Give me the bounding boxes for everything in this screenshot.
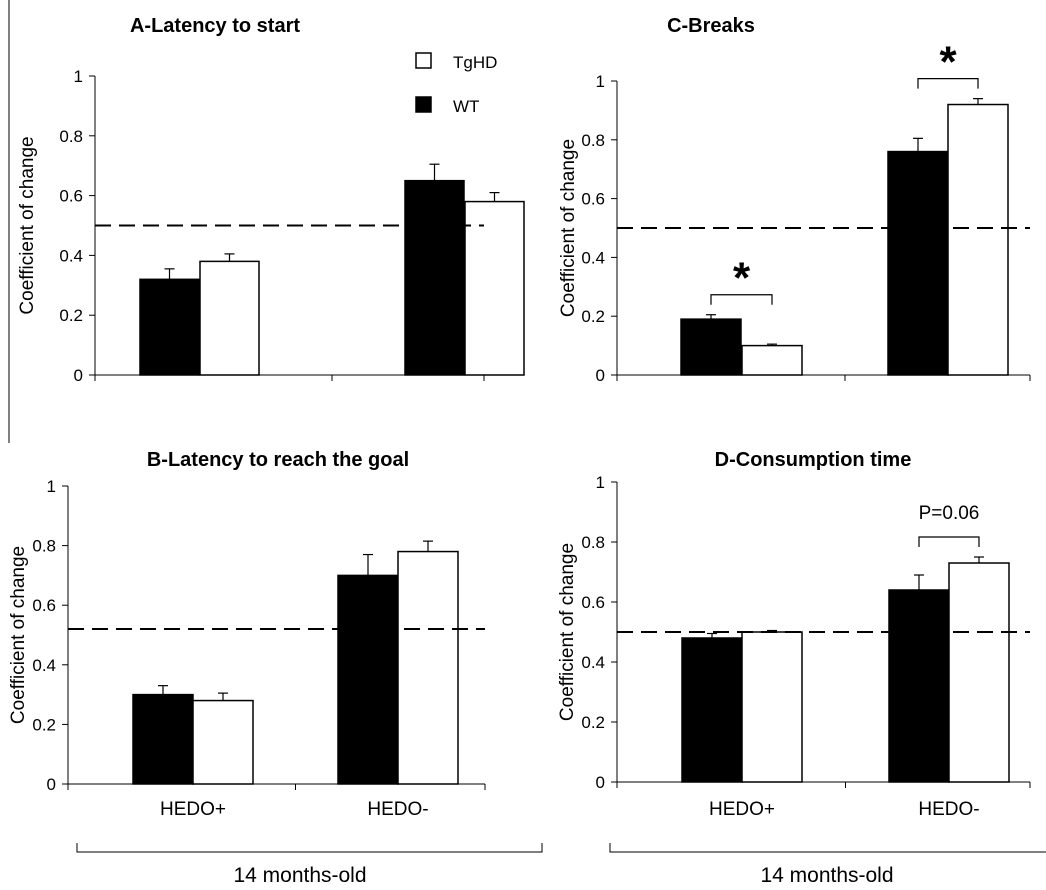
y-tick-label: 0 <box>47 775 56 794</box>
significance-bracket <box>917 78 979 89</box>
y-tick-label: 0.8 <box>581 533 605 552</box>
y-tick-label: 0 <box>596 773 605 792</box>
y-tick-label: 0.6 <box>32 596 56 615</box>
group-brace-left: 14 months-old <box>76 843 543 887</box>
y-tick-label: 0.2 <box>581 307 605 326</box>
y-tick-label: 0.6 <box>581 593 605 612</box>
y-tick-label: 0 <box>596 366 605 385</box>
significance-label: P=0.06 <box>919 503 980 524</box>
panel-title: B-Latency to reach the goal <box>147 449 409 471</box>
y-tick-label: 0.2 <box>59 306 83 325</box>
y-tick-label: 1 <box>47 477 56 496</box>
y-tick-label: 0.4 <box>581 653 605 672</box>
bar-tghd <box>464 200 525 376</box>
y-axis-label: Coefficient of change <box>8 546 29 724</box>
significance-star: * <box>939 38 957 87</box>
y-tick-label: 1 <box>596 72 605 91</box>
y-tick-label: 0 <box>74 366 83 385</box>
legend: TgHD WT <box>415 52 497 116</box>
legend-swatch-wt <box>415 96 432 113</box>
y-tick-label: 0.4 <box>581 248 605 267</box>
y-tick-label: 1 <box>74 67 83 86</box>
y-tick-label: 0.4 <box>59 246 83 265</box>
x-category-label: HEDO- <box>918 799 979 820</box>
bar-wt <box>337 574 399 785</box>
bar-wt <box>888 589 950 783</box>
y-tick-label: 0.4 <box>32 656 56 675</box>
panel-c: C-Breaks Coefficient of change 0 0.2 0.4 0.6 0… <box>558 15 1031 385</box>
bar-wt <box>139 278 200 376</box>
x-category-label: HEDO- <box>367 799 428 820</box>
legend-label-wt: WT <box>453 97 479 116</box>
y-tick-label: 0.8 <box>59 127 83 146</box>
bar-tghd <box>947 103 1009 376</box>
y-tick-label: 0.2 <box>581 713 605 732</box>
bar-wt <box>681 637 743 783</box>
y-tick-label: 1 <box>596 473 605 492</box>
bar-wt <box>404 179 465 376</box>
y-axis-label: Coefficient of change <box>17 136 38 314</box>
bar-wt <box>887 150 949 376</box>
y-tick-label: 0.8 <box>32 537 56 556</box>
panel-title: C-Breaks <box>667 15 755 37</box>
bar-wt <box>132 693 194 785</box>
bar-tghd <box>397 550 459 785</box>
bar-tghd <box>741 344 803 376</box>
y-axis-label: Coefficient of change <box>557 543 578 721</box>
panel-title: A-Latency to start <box>130 15 300 37</box>
x-category-label: HEDO+ <box>709 799 775 820</box>
group-label-right: 14 months-old <box>760 864 893 887</box>
y-tick-label: 0.8 <box>581 131 605 150</box>
panel-a: A-Latency to start Coefficient of change 0… <box>17 15 525 385</box>
bar-tghd <box>192 699 254 785</box>
significance-star: * <box>733 254 751 303</box>
significance-bracket <box>710 294 773 305</box>
x-category-label: HEDO+ <box>160 799 226 820</box>
group-brace-right-line <box>609 843 1046 853</box>
bar-tghd <box>948 562 1010 783</box>
panel-b: B-Latency to reach the goal Coefficient o… <box>8 449 486 820</box>
legend-swatch-tghd <box>415 52 432 69</box>
bar-tghd <box>199 260 260 376</box>
group-brace-left-line <box>76 843 543 853</box>
y-tick-label: 0.6 <box>581 190 605 209</box>
y-axis-label: Coefficient of change <box>558 139 579 317</box>
group-brace-right: 14 months-old <box>609 843 1046 887</box>
panel-title: D-Consumption time <box>715 449 912 471</box>
bar-wt <box>680 318 742 376</box>
y-tick-label: 0.2 <box>32 715 56 734</box>
significance-bracket <box>918 536 980 547</box>
bar-tghd <box>741 631 803 783</box>
y-tick-label: 0.6 <box>59 187 83 206</box>
legend-label-tghd: TgHD <box>453 53 497 72</box>
group-label-left: 14 months-old <box>233 864 366 887</box>
